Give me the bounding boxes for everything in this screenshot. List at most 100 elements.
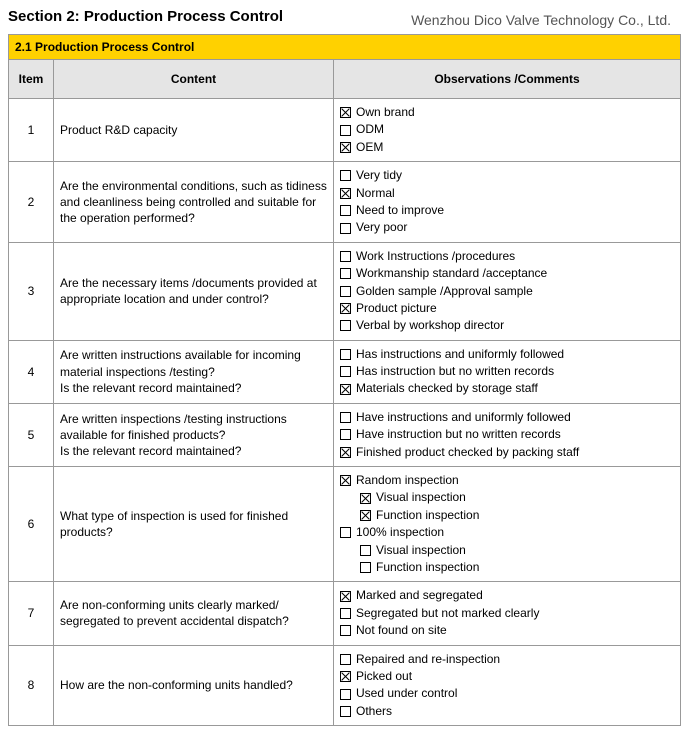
option-row: Segregated but not marked clearly bbox=[340, 605, 674, 622]
option-row: Function inspection bbox=[340, 559, 674, 576]
option-label: Function inspection bbox=[376, 507, 479, 524]
option-label: Materials checked by storage staff bbox=[356, 380, 538, 397]
checkbox-icon[interactable] bbox=[340, 303, 351, 314]
observations-cell: Repaired and re-inspectionPicked outUsed… bbox=[334, 645, 681, 726]
option-label: Repaired and re-inspection bbox=[356, 651, 500, 668]
table-row: 2Are the environmental conditions, such … bbox=[9, 162, 681, 243]
option-row: Need to improve bbox=[340, 202, 674, 219]
option-row: Repaired and re-inspection bbox=[340, 651, 674, 668]
option-row: Picked out bbox=[340, 668, 674, 685]
table-row: 3Are the necessary items /documents prov… bbox=[9, 242, 681, 340]
option-row: Not found on site bbox=[340, 622, 674, 639]
content-text: Are non-conforming units clearly marked/… bbox=[54, 582, 334, 645]
option-row: Product picture bbox=[340, 300, 674, 317]
option-label: Visual inspection bbox=[376, 489, 466, 506]
process-control-table: 2.1 Production Process Control Item Cont… bbox=[8, 34, 681, 726]
table-row: 5Are written inspections /testing instru… bbox=[9, 403, 681, 466]
checkbox-icon[interactable] bbox=[340, 608, 351, 619]
content-text: What type of inspection is used for fini… bbox=[54, 467, 334, 582]
checkbox-icon[interactable] bbox=[340, 170, 351, 181]
option-label: Golden sample /Approval sample bbox=[356, 283, 533, 300]
option-row: Have instruction but no written records bbox=[340, 426, 674, 443]
checkbox-icon[interactable] bbox=[340, 251, 351, 262]
content-text: How are the non-conforming units handled… bbox=[54, 645, 334, 726]
option-row: Used under control bbox=[340, 685, 674, 702]
option-label: ODM bbox=[356, 121, 384, 138]
item-number: 4 bbox=[9, 340, 54, 403]
checkbox-icon[interactable] bbox=[360, 545, 371, 556]
option-label: Own brand bbox=[356, 104, 415, 121]
table-row: 8How are the non-conforming units handle… bbox=[9, 645, 681, 726]
item-number: 3 bbox=[9, 242, 54, 340]
checkbox-icon[interactable] bbox=[340, 447, 351, 458]
option-label: Segregated but not marked clearly bbox=[356, 605, 539, 622]
option-label: Random inspection bbox=[356, 472, 459, 489]
checkbox-icon[interactable] bbox=[340, 125, 351, 136]
option-label: Used under control bbox=[356, 685, 457, 702]
observations-cell: Random inspectionVisual inspectionFuncti… bbox=[334, 467, 681, 582]
option-label: Picked out bbox=[356, 668, 412, 685]
checkbox-icon[interactable] bbox=[340, 591, 351, 602]
checkbox-icon[interactable] bbox=[340, 320, 351, 331]
item-number: 5 bbox=[9, 403, 54, 466]
checkbox-icon[interactable] bbox=[340, 366, 351, 377]
option-label: Function inspection bbox=[376, 559, 479, 576]
checkbox-icon[interactable] bbox=[340, 527, 351, 538]
checkbox-icon[interactable] bbox=[340, 671, 351, 682]
checkbox-icon[interactable] bbox=[340, 654, 351, 665]
col-header-content: Content bbox=[54, 60, 334, 99]
checkbox-icon[interactable] bbox=[360, 562, 371, 573]
option-label: Others bbox=[356, 703, 392, 720]
item-number: 2 bbox=[9, 162, 54, 243]
content-text: Are the environmental conditions, such a… bbox=[54, 162, 334, 243]
option-label: Verbal by workshop director bbox=[356, 317, 504, 334]
checkbox-icon[interactable] bbox=[340, 412, 351, 423]
option-label: Has instructions and uniformly followed bbox=[356, 346, 564, 363]
checkbox-icon[interactable] bbox=[340, 223, 351, 234]
option-label: OEM bbox=[356, 139, 383, 156]
observations-cell: Marked and segregatedSegregated but not … bbox=[334, 582, 681, 645]
content-text: Are written inspections /testing instruc… bbox=[54, 403, 334, 466]
observations-cell: Own brandODMOEM bbox=[334, 99, 681, 162]
content-text: Product R&D capacity bbox=[54, 99, 334, 162]
option-row: Normal bbox=[340, 185, 674, 202]
option-label: Marked and segregated bbox=[356, 587, 483, 604]
checkbox-icon[interactable] bbox=[340, 384, 351, 395]
checkbox-icon[interactable] bbox=[340, 706, 351, 717]
option-label: Visual inspection bbox=[376, 542, 466, 559]
checkbox-icon[interactable] bbox=[340, 475, 351, 486]
option-row: Own brand bbox=[340, 104, 674, 121]
option-label: Need to improve bbox=[356, 202, 444, 219]
option-row: Have instructions and uniformly followed bbox=[340, 409, 674, 426]
table-row: 7Are non-conforming units clearly marked… bbox=[9, 582, 681, 645]
checkbox-icon[interactable] bbox=[340, 349, 351, 360]
option-label: Work Instructions /procedures bbox=[356, 248, 515, 265]
content-text: Are written instructions available for i… bbox=[54, 340, 334, 403]
checkbox-icon[interactable] bbox=[340, 625, 351, 636]
option-row: Visual inspection bbox=[340, 489, 674, 506]
checkbox-icon[interactable] bbox=[340, 205, 351, 216]
checkbox-icon[interactable] bbox=[340, 107, 351, 118]
checkbox-icon[interactable] bbox=[340, 429, 351, 440]
option-row: Has instructions and uniformly followed bbox=[340, 346, 674, 363]
checkbox-icon[interactable] bbox=[340, 188, 351, 199]
header-row: Section 2: Production Process Control We… bbox=[8, 8, 681, 28]
option-row: Golden sample /Approval sample bbox=[340, 283, 674, 300]
item-number: 7 bbox=[9, 582, 54, 645]
table-row: 1Product R&D capacityOwn brandODMOEM bbox=[9, 99, 681, 162]
checkbox-icon[interactable] bbox=[360, 510, 371, 521]
option-row: Visual inspection bbox=[340, 542, 674, 559]
observations-cell: Has instructions and uniformly followedH… bbox=[334, 340, 681, 403]
checkbox-icon[interactable] bbox=[340, 689, 351, 700]
checkbox-icon[interactable] bbox=[360, 493, 371, 504]
content-text: Are the necessary items /documents provi… bbox=[54, 242, 334, 340]
table-header-row: Item Content Observations /Comments bbox=[9, 60, 681, 99]
item-number: 1 bbox=[9, 99, 54, 162]
table-banner-row: 2.1 Production Process Control bbox=[9, 35, 681, 60]
checkbox-icon[interactable] bbox=[340, 286, 351, 297]
option-row: Marked and segregated bbox=[340, 587, 674, 604]
checkbox-icon[interactable] bbox=[340, 268, 351, 279]
checkbox-icon[interactable] bbox=[340, 142, 351, 153]
option-row: Others bbox=[340, 703, 674, 720]
option-label: Have instruction but no written records bbox=[356, 426, 561, 443]
